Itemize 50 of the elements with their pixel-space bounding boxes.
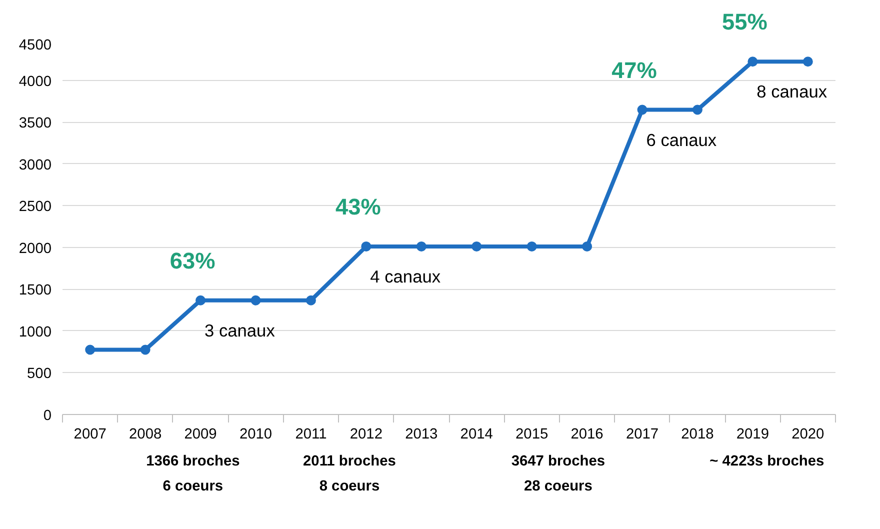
annotation: 63% <box>170 247 216 274</box>
x-tick-label: 2012 <box>350 426 382 442</box>
annotation: 6 canaux <box>646 130 717 150</box>
x-tick-label: 2010 <box>239 426 272 442</box>
y-tick-label: 4000 <box>18 74 52 90</box>
point <box>748 56 758 67</box>
annotation: 43% <box>336 193 381 220</box>
y-tick-label: 1500 <box>18 282 52 299</box>
point <box>692 104 702 115</box>
x-tick-label: 2008 <box>129 426 162 442</box>
x-tick-label: 2015 <box>516 426 548 442</box>
text: 2011 broches 8 coeurs <box>303 453 396 494</box>
y-tick-label: 3000 <box>18 157 52 174</box>
point <box>85 344 96 355</box>
x-tick-label: 2018 <box>681 426 714 442</box>
y-tick-label: 2500 <box>18 199 52 216</box>
y-tick-label: 0 <box>43 408 52 424</box>
text: ~ 4223s broches <box>710 453 824 470</box>
x-tick-label: 2016 <box>570 426 604 442</box>
point <box>582 241 592 252</box>
x-tick-label: 2007 <box>74 426 106 442</box>
point <box>416 241 426 252</box>
x-tick-label: 2014 <box>460 426 493 442</box>
x-tick-label: 2017 <box>626 426 659 442</box>
y-tick-label: 1000 <box>18 324 52 340</box>
text: 3647 broches 28 coeurs <box>511 453 606 494</box>
annotation: 47% <box>612 56 657 83</box>
annotation: 4 canaux <box>370 266 441 286</box>
point <box>637 104 648 115</box>
annotation: 8 canaux <box>756 82 828 102</box>
point <box>526 241 537 252</box>
y-tick-label: 4500 <box>18 38 52 54</box>
point <box>306 295 316 306</box>
point <box>196 295 206 306</box>
point <box>361 241 372 252</box>
annotation: 55% <box>722 8 768 35</box>
x-tick-label: 2013 <box>405 426 438 442</box>
point <box>472 241 482 252</box>
point <box>140 344 150 355</box>
text: 1366 broches 6 coeurs <box>146 453 240 494</box>
x-tick-label: 2020 <box>792 426 824 442</box>
point <box>802 56 813 67</box>
x-tick-label: 2019 <box>736 426 769 442</box>
y-tick-label: 3500 <box>18 116 52 132</box>
x-tick-label: 2009 <box>184 426 217 442</box>
annotation: 3 canaux <box>204 320 276 340</box>
point <box>250 295 261 306</box>
y-tick-label: 500 <box>27 366 52 382</box>
y-tick-label: 2000 <box>18 240 52 257</box>
x-tick-label: 2011 <box>295 426 327 442</box>
